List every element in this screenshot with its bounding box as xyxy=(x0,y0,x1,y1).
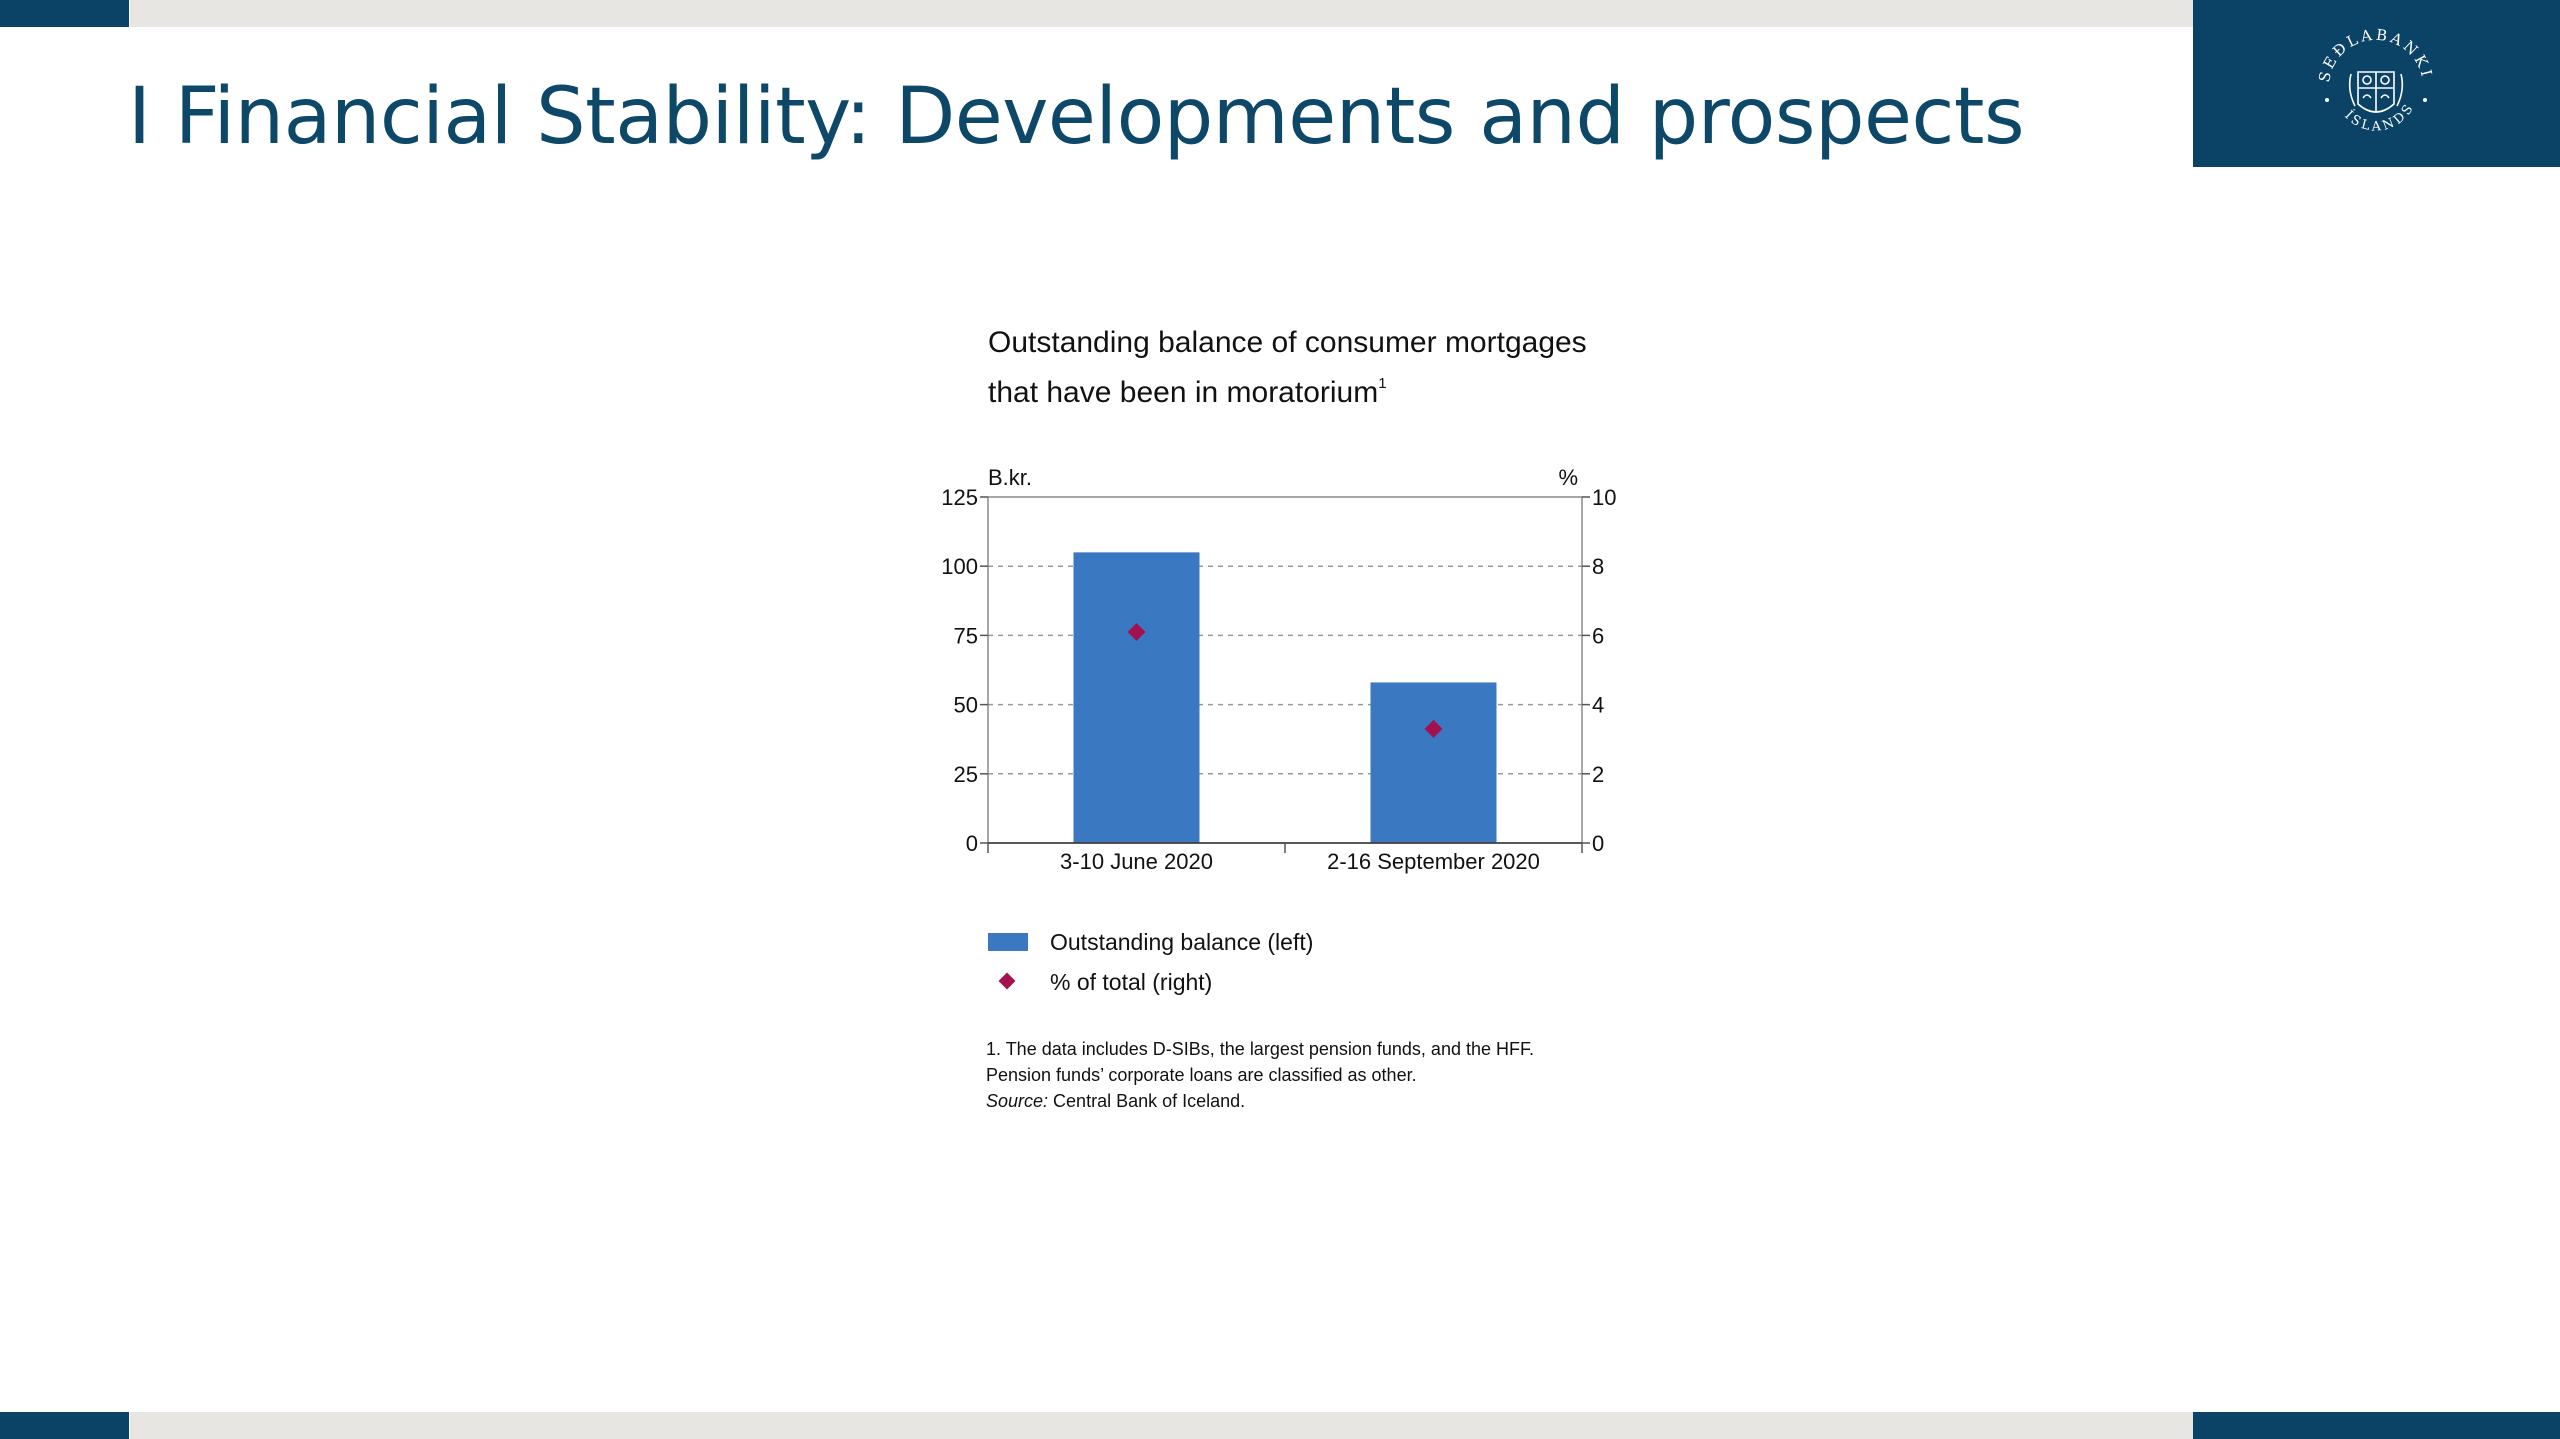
markers xyxy=(1127,622,1443,738)
legend-label-percent: % of total (right) xyxy=(1050,968,1213,995)
left-axis-unit: B.kr. xyxy=(988,465,1032,490)
legend-label-balance: Outstanding balance (left) xyxy=(1050,928,1314,955)
right-axis-unit: % xyxy=(1558,465,1578,490)
bars xyxy=(1073,552,1497,843)
chart-title: Outstanding balance of consumer mortgage… xyxy=(988,322,1688,413)
source-label: Source: xyxy=(986,1091,1049,1111)
right-tick-label: 10 xyxy=(1592,485,1616,510)
chart-title-line1: Outstanding balance of consumer mortgage… xyxy=(988,326,1587,359)
chart-title-line2: that have been in moratorium1 xyxy=(988,375,1387,409)
right-tick-label: 4 xyxy=(1592,693,1604,718)
legend-bar-swatch xyxy=(988,933,1028,951)
category-label: 2-16 September 2020 xyxy=(1327,849,1540,874)
left-tick-label: 100 xyxy=(941,554,978,579)
slide-title: I Financial Stability: Developments and … xyxy=(128,72,2025,162)
right-tick-label: 2 xyxy=(1592,762,1604,787)
source-text: Central Bank of Iceland. xyxy=(1048,1091,1246,1111)
top-left-accent-band xyxy=(0,0,129,27)
marker-diamond xyxy=(1127,622,1146,641)
legend-item-percent: % of total (right) xyxy=(988,962,1313,1002)
bottom-right-accent-band xyxy=(2193,1412,2560,1439)
left-tick-label: 50 xyxy=(954,693,978,718)
footnote-line2: Pension funds’ corporate loans are class… xyxy=(986,1065,1417,1085)
chart-legend: Outstanding balance (left) % of total (r… xyxy=(988,922,1313,1002)
footnote-line1: 1. The data includes D-SIBs, the largest… xyxy=(986,1039,1534,1059)
bar xyxy=(1073,552,1200,843)
source-line: Source: Central Bank of Iceland. xyxy=(986,1088,1686,1114)
left-tick-label: 25 xyxy=(954,762,978,787)
axes xyxy=(980,496,1590,853)
chart-notes: 1. The data includes D-SIBs, the largest… xyxy=(986,1036,1686,1114)
legend-item-balance: Outstanding balance (left) xyxy=(988,922,1313,962)
seal-logo: SEÐLABANKI ÍSLANDS xyxy=(2315,26,2433,135)
right-tick-label: 0 xyxy=(1592,831,1604,856)
logo-panel: SEÐLABANKI ÍSLANDS xyxy=(2193,0,2560,167)
bar xyxy=(1370,682,1497,843)
axis-labels: 0 25 50 75 100 125 0 2 4 6 8 10 3-10 June 2020 2-16 S… xyxy=(941,465,1616,874)
bottom-gray-band xyxy=(130,1412,2193,1439)
left-tick-label: 0 xyxy=(966,831,978,856)
marker-diamond xyxy=(1424,719,1443,738)
right-tick-label: 6 xyxy=(1592,623,1604,648)
category-label: 3-10 June 2020 xyxy=(1060,849,1213,874)
top-gray-band xyxy=(130,0,2193,27)
left-tick-label: 125 xyxy=(941,485,978,510)
footnote-marker: 1 xyxy=(1378,375,1387,392)
bottom-left-accent-band xyxy=(0,1412,129,1439)
right-tick-label: 8 xyxy=(1592,554,1604,579)
left-tick-label: 75 xyxy=(954,623,978,648)
legend-diamond-swatch xyxy=(988,973,1028,991)
